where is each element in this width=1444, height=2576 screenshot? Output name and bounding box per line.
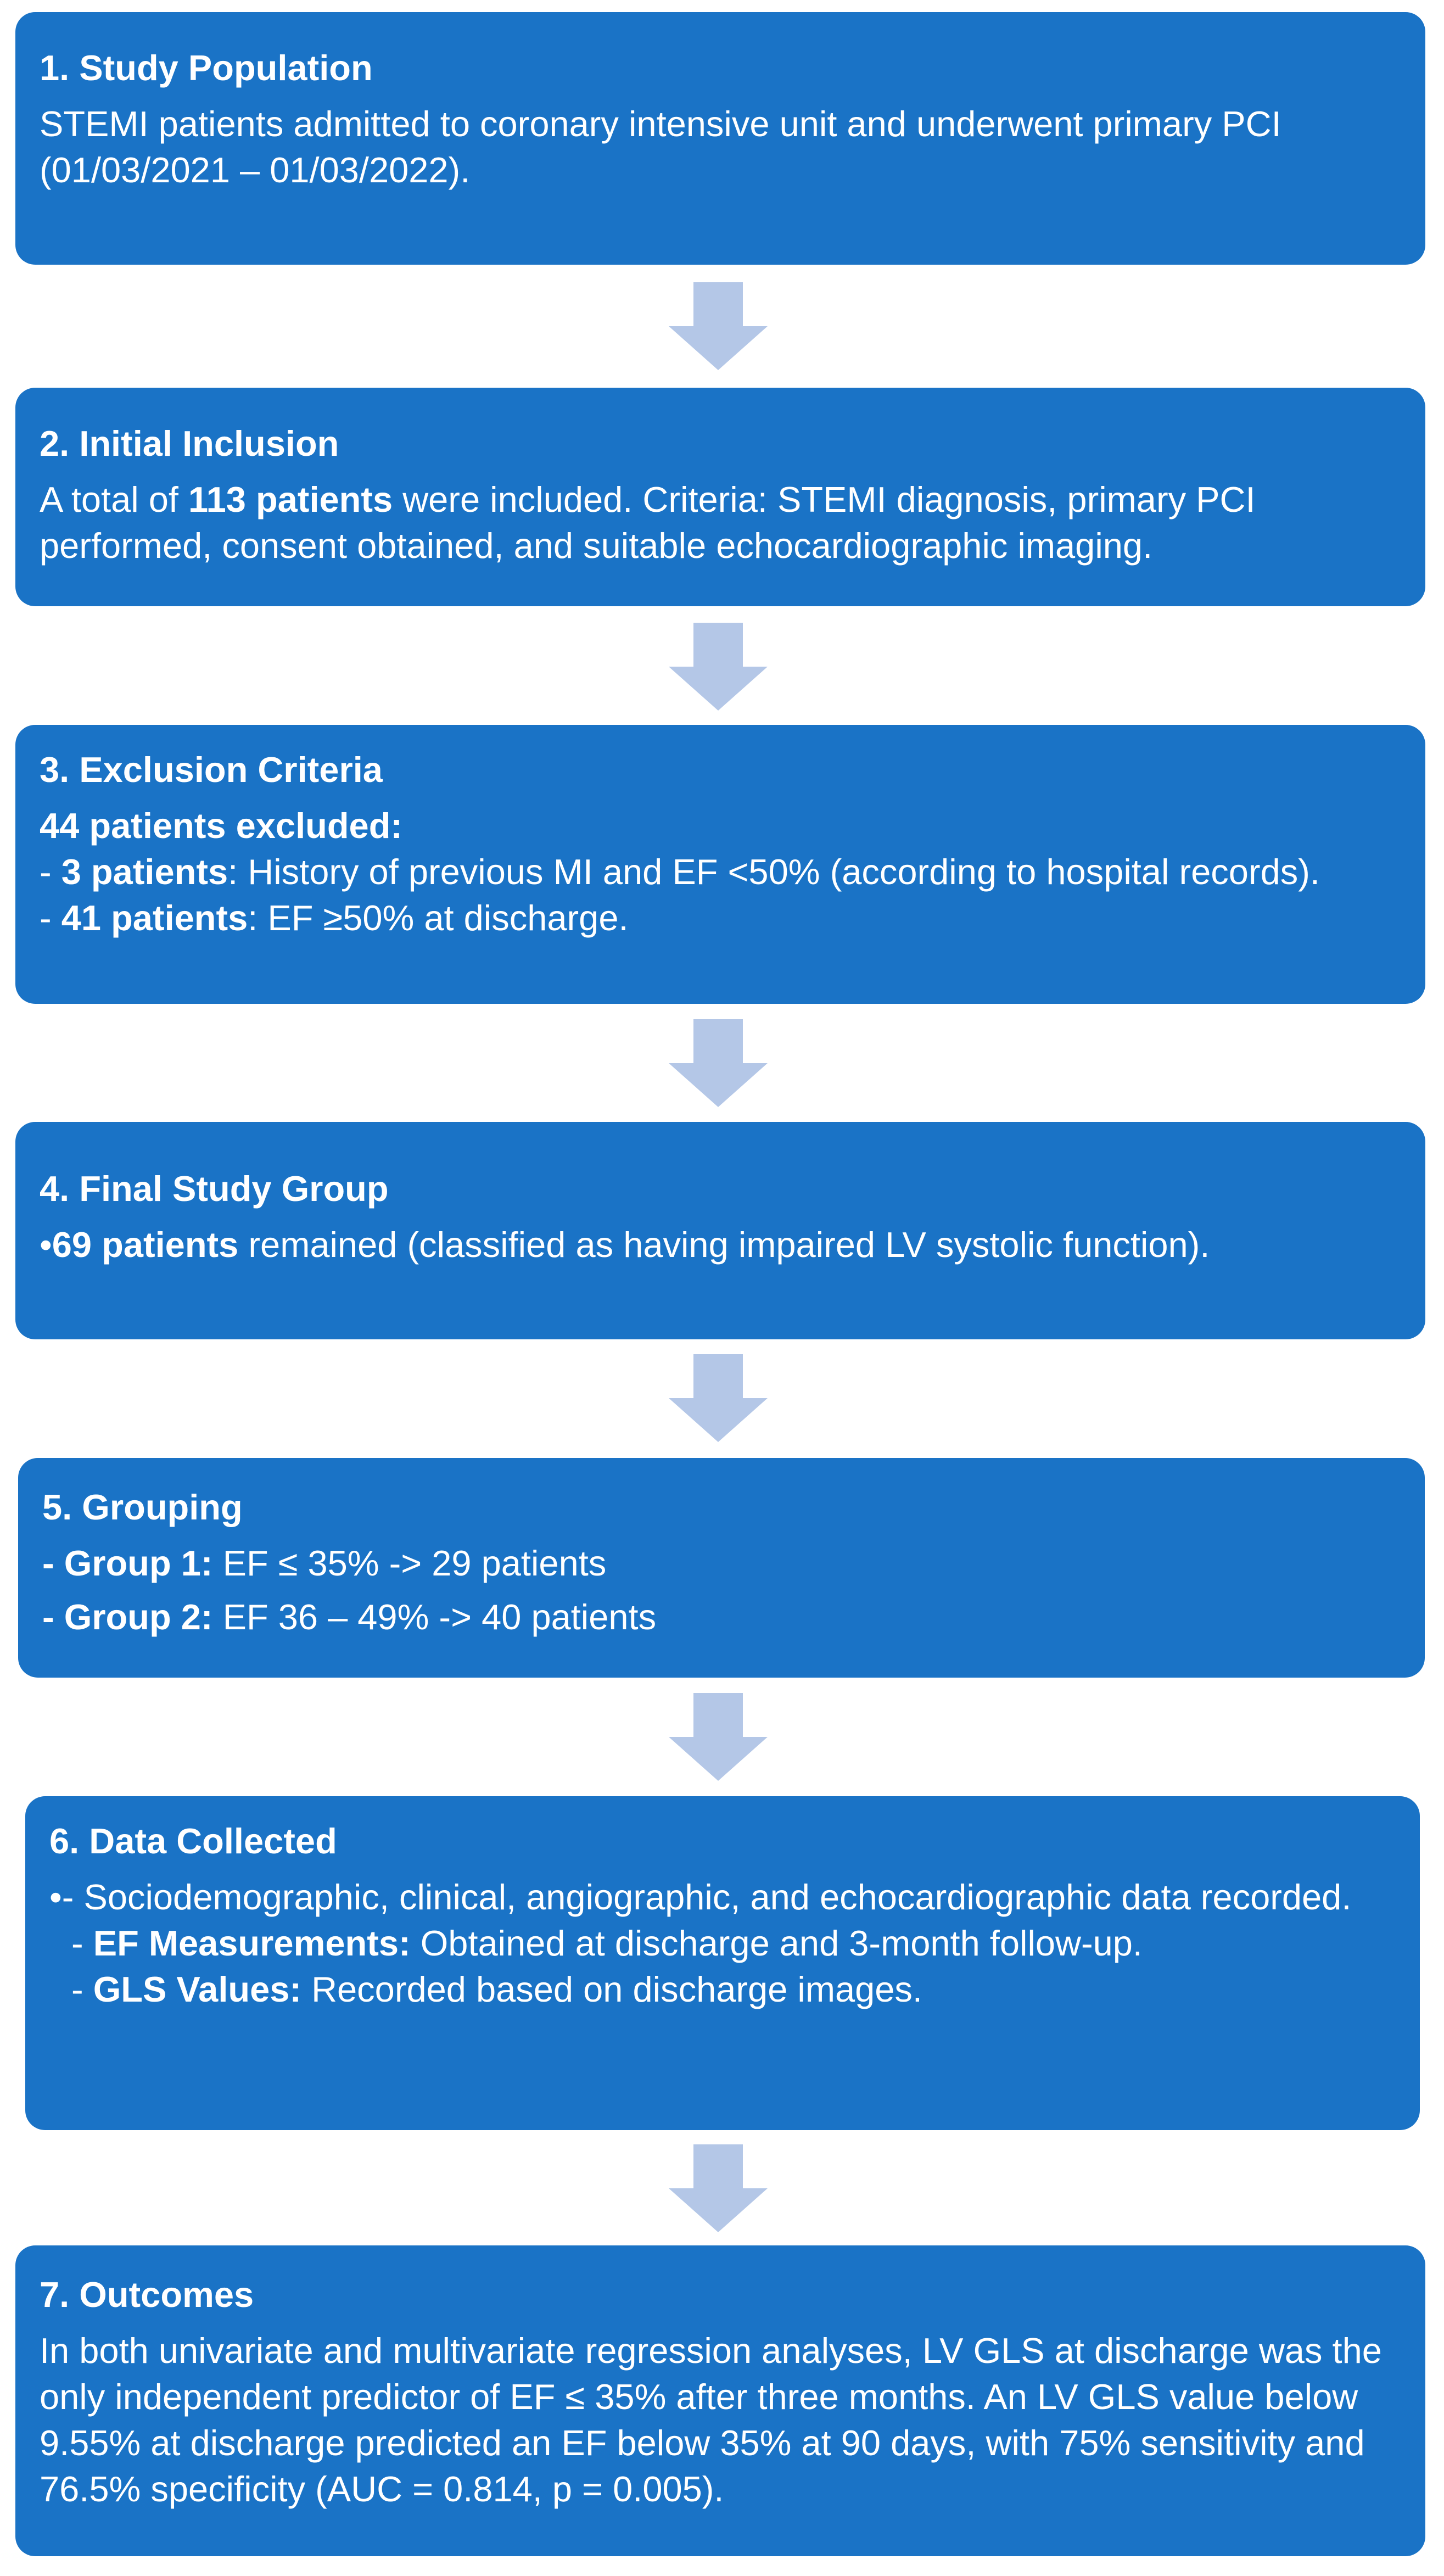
group-item: - Group 2: EF 36 – 49% -> 40 patients — [42, 1594, 1401, 1640]
outcomes-box: 7. Outcomes In both univariate and multi… — [15, 2245, 1425, 2556]
item-text: remained (classified as having impaired … — [238, 1225, 1210, 1265]
group-label: - Group 2: — [42, 1597, 213, 1637]
data-item: - EF Measurements: Obtained at discharge… — [49, 1920, 1396, 1966]
patient-count: 113 patients — [188, 479, 393, 519]
down-arrow-icon — [669, 2144, 768, 2232]
data-line: •- Sociodemographic, clinical, angiograp… — [49, 1877, 1352, 1917]
box-text: A total of 113 patients were included. C… — [40, 477, 1401, 569]
grouping-box: 5. Grouping - Group 1: EF ≤ 35% -> 29 pa… — [18, 1458, 1425, 1678]
down-arrow-icon — [669, 1354, 768, 1442]
exclusion-criteria-box: 3. Exclusion Criteria 44 patients exclud… — [15, 725, 1425, 1004]
down-arrow-icon — [669, 623, 768, 711]
item-label: GLS Values: — [93, 1969, 302, 2009]
initial-inclusion-box: 2. Initial Inclusion A total of 113 pati… — [15, 388, 1425, 606]
item-text: : EF ≥50% at discharge. — [248, 898, 629, 938]
box-title: 1. Study Population — [40, 48, 373, 88]
bullet: • — [40, 1225, 52, 1265]
box-title: 4. Final Study Group — [40, 1169, 389, 1209]
item-count: 41 patients — [61, 898, 248, 938]
final-study-group-box: 4. Final Study Group •69 patients remain… — [15, 1122, 1425, 1339]
down-arrow-icon — [669, 1019, 768, 1107]
patient-count: 69 patients — [52, 1225, 239, 1265]
box-title: 7. Outcomes — [40, 2275, 254, 2315]
item-text: Recorded based on discharge images. — [301, 1969, 922, 2009]
study-population-box: 1. Study Population STEMI patients admit… — [15, 12, 1425, 265]
box-text: In both univariate and multivariate regr… — [40, 2331, 1382, 2509]
group-text: EF ≤ 35% -> 29 patients — [212, 1543, 607, 1583]
group-label: - Group 1: — [42, 1543, 213, 1583]
box-title: 5. Grouping — [42, 1487, 243, 1527]
down-arrow-icon — [669, 1693, 768, 1781]
dash: - — [40, 898, 61, 938]
exclusion-count: 44 patients excluded: — [40, 806, 403, 846]
item-count: 3 patients — [61, 852, 228, 892]
exclusion-item: - 41 patients: EF ≥50% at discharge. — [40, 895, 1401, 941]
text-pre: A total of — [40, 479, 189, 519]
box-title: 6. Data Collected — [49, 1821, 337, 1861]
data-collected-box: 6. Data Collected •- Sociodemographic, c… — [25, 1796, 1420, 2130]
group-text: EF 36 – 49% -> 40 patients — [212, 1597, 657, 1637]
dash: - — [40, 852, 61, 892]
text-post: were included. Criteria: STEMI diagnosis… — [40, 479, 1256, 566]
item-text: Obtained at discharge and 3-month follow… — [410, 1923, 1143, 1963]
box-text: •69 patients remained (classified as hav… — [40, 1222, 1401, 1268]
box-title: 2. Initial Inclusion — [40, 423, 339, 463]
item-label: EF Measurements: — [93, 1923, 411, 1963]
exclusion-item: - 3 patients: History of previous MI and… — [40, 849, 1401, 895]
exclusion-headline: 44 patients excluded: — [40, 803, 1401, 849]
box-text: STEMI patients admitted to coronary inte… — [40, 104, 1281, 190]
item-text: : History of previous MI and EF <50% (ac… — [228, 852, 1320, 892]
dash: - — [71, 1969, 93, 2009]
down-arrow-icon — [669, 282, 768, 370]
group-item: - Group 1: EF ≤ 35% -> 29 patients — [42, 1540, 1401, 1586]
dash: - — [71, 1923, 93, 1963]
box-title: 3. Exclusion Criteria — [40, 750, 383, 790]
data-item: - GLS Values: Recorded based on discharg… — [49, 1966, 1396, 2013]
